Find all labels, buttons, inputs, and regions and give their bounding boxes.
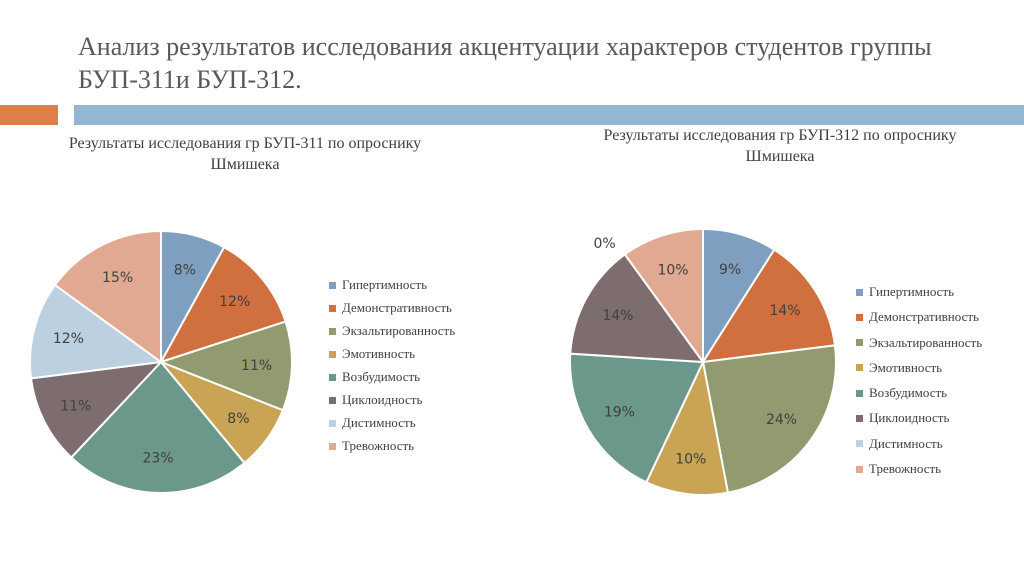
slide-title: Анализ результатов исследования акцентуа… bbox=[78, 32, 932, 94]
legend-swatch bbox=[329, 281, 336, 289]
pie-label: 19% bbox=[604, 404, 635, 420]
legend-item: Эмотивность bbox=[329, 342, 455, 365]
legend-label: Демонстративность bbox=[342, 300, 452, 315]
legend-label: Экзальтированность bbox=[342, 323, 456, 338]
legend-item: Возбудимость bbox=[329, 365, 455, 388]
legend-item: Тревожность bbox=[329, 434, 455, 457]
pie-slice bbox=[569, 352, 705, 484]
pie-label: 14% bbox=[602, 308, 633, 324]
legend-item: Демонстративность bbox=[856, 304, 982, 329]
pie-slice bbox=[158, 245, 287, 364]
pie-label: 12% bbox=[219, 294, 250, 310]
pie-label: 24% bbox=[766, 412, 797, 428]
legend-swatch bbox=[329, 419, 336, 427]
legend-item: Тревожность bbox=[856, 456, 982, 481]
legend-label: Дистимность bbox=[342, 415, 416, 430]
pie-label: 8% bbox=[227, 411, 249, 427]
legend-label: Гипертимность bbox=[342, 277, 428, 292]
legend-label: Демонстративность bbox=[869, 309, 979, 325]
accent-bar-right bbox=[74, 105, 1024, 125]
pie-slice bbox=[701, 344, 837, 494]
legend-label: Тревожность bbox=[869, 461, 942, 477]
pie-label: 10% bbox=[675, 451, 706, 467]
legend-swatch bbox=[329, 442, 336, 450]
legend-item: Демонстративность bbox=[329, 296, 455, 319]
chart2-title: Результаты исследования гр БУП-312 по оп… bbox=[603, 127, 957, 165]
pie-label: 15% bbox=[102, 270, 133, 286]
legend-label: Экзальтированность bbox=[869, 334, 983, 350]
legend-label: Циклоидность bbox=[342, 392, 423, 407]
legend-swatch bbox=[856, 415, 863, 422]
legend-swatch bbox=[329, 373, 336, 381]
accent-bar-left bbox=[0, 105, 58, 125]
legend-swatch bbox=[856, 440, 863, 448]
legend-swatch bbox=[329, 396, 336, 404]
pie-label: 9% bbox=[719, 262, 741, 278]
pie-label: 0% bbox=[593, 236, 615, 252]
pie-slice bbox=[53, 229, 162, 364]
legend-label: Циклоидность bbox=[869, 410, 950, 426]
legend-item: Гипертимность bbox=[856, 279, 982, 304]
pie-label: 11% bbox=[241, 358, 272, 374]
pie-slice bbox=[29, 360, 164, 459]
legend-item: Циклоидность bbox=[329, 388, 455, 411]
legend-item: Дистимность bbox=[856, 431, 982, 456]
legend-swatch bbox=[856, 465, 863, 473]
pie-slice bbox=[701, 248, 837, 364]
legend-label: Возбудимость bbox=[869, 385, 948, 401]
legend-item: Экзальтированность bbox=[329, 319, 455, 342]
pie-slice bbox=[29, 283, 164, 380]
pie-label: 12% bbox=[53, 331, 84, 347]
legend-swatch bbox=[329, 350, 336, 358]
chart1-legend: Гипертимность Демонстративность Экзальти… bbox=[329, 273, 455, 457]
legend-item: Возбудимость bbox=[856, 380, 982, 405]
pie-label: 14% bbox=[769, 303, 800, 319]
legend-swatch bbox=[329, 304, 336, 312]
legend-item: Гипертимность bbox=[329, 273, 455, 296]
legend-item: Экзальтированность bbox=[856, 330, 982, 355]
legend-label: Эмотивность bbox=[342, 346, 416, 361]
pie-label: 23% bbox=[142, 451, 173, 467]
chart2-legend: Гипертимность Демонстративность Экзальти… bbox=[856, 279, 982, 481]
pie-label: 10% bbox=[657, 263, 688, 279]
chart1-title: Результаты исследования гр БУП-311 по оп… bbox=[68, 135, 422, 173]
legend-swatch bbox=[856, 288, 863, 296]
legend-swatch bbox=[856, 389, 863, 397]
legend-label: Гипертимность bbox=[869, 284, 955, 299]
legend-swatch bbox=[329, 327, 336, 335]
pie-slice bbox=[569, 253, 706, 364]
pie-label: 11% bbox=[60, 398, 91, 414]
legend-label: Эмотивность bbox=[869, 359, 943, 375]
pie-slice bbox=[623, 227, 704, 366]
legend-item: Циклоидность bbox=[856, 405, 982, 430]
legend-label: Дистимность bbox=[869, 435, 943, 451]
legend-label: Возбудимость bbox=[342, 369, 421, 384]
legend-swatch bbox=[856, 364, 863, 372]
pie-slice bbox=[158, 320, 293, 412]
legend-swatch bbox=[856, 313, 863, 321]
pie-label: 8% bbox=[174, 262, 196, 278]
legend-item: Дистимность bbox=[329, 411, 455, 434]
legend-label: Тревожность bbox=[342, 438, 415, 453]
pie-slice bbox=[645, 358, 730, 496]
legend-item: Эмотивность bbox=[856, 355, 982, 380]
pie-slice bbox=[69, 360, 246, 494]
legend-swatch bbox=[856, 339, 863, 347]
